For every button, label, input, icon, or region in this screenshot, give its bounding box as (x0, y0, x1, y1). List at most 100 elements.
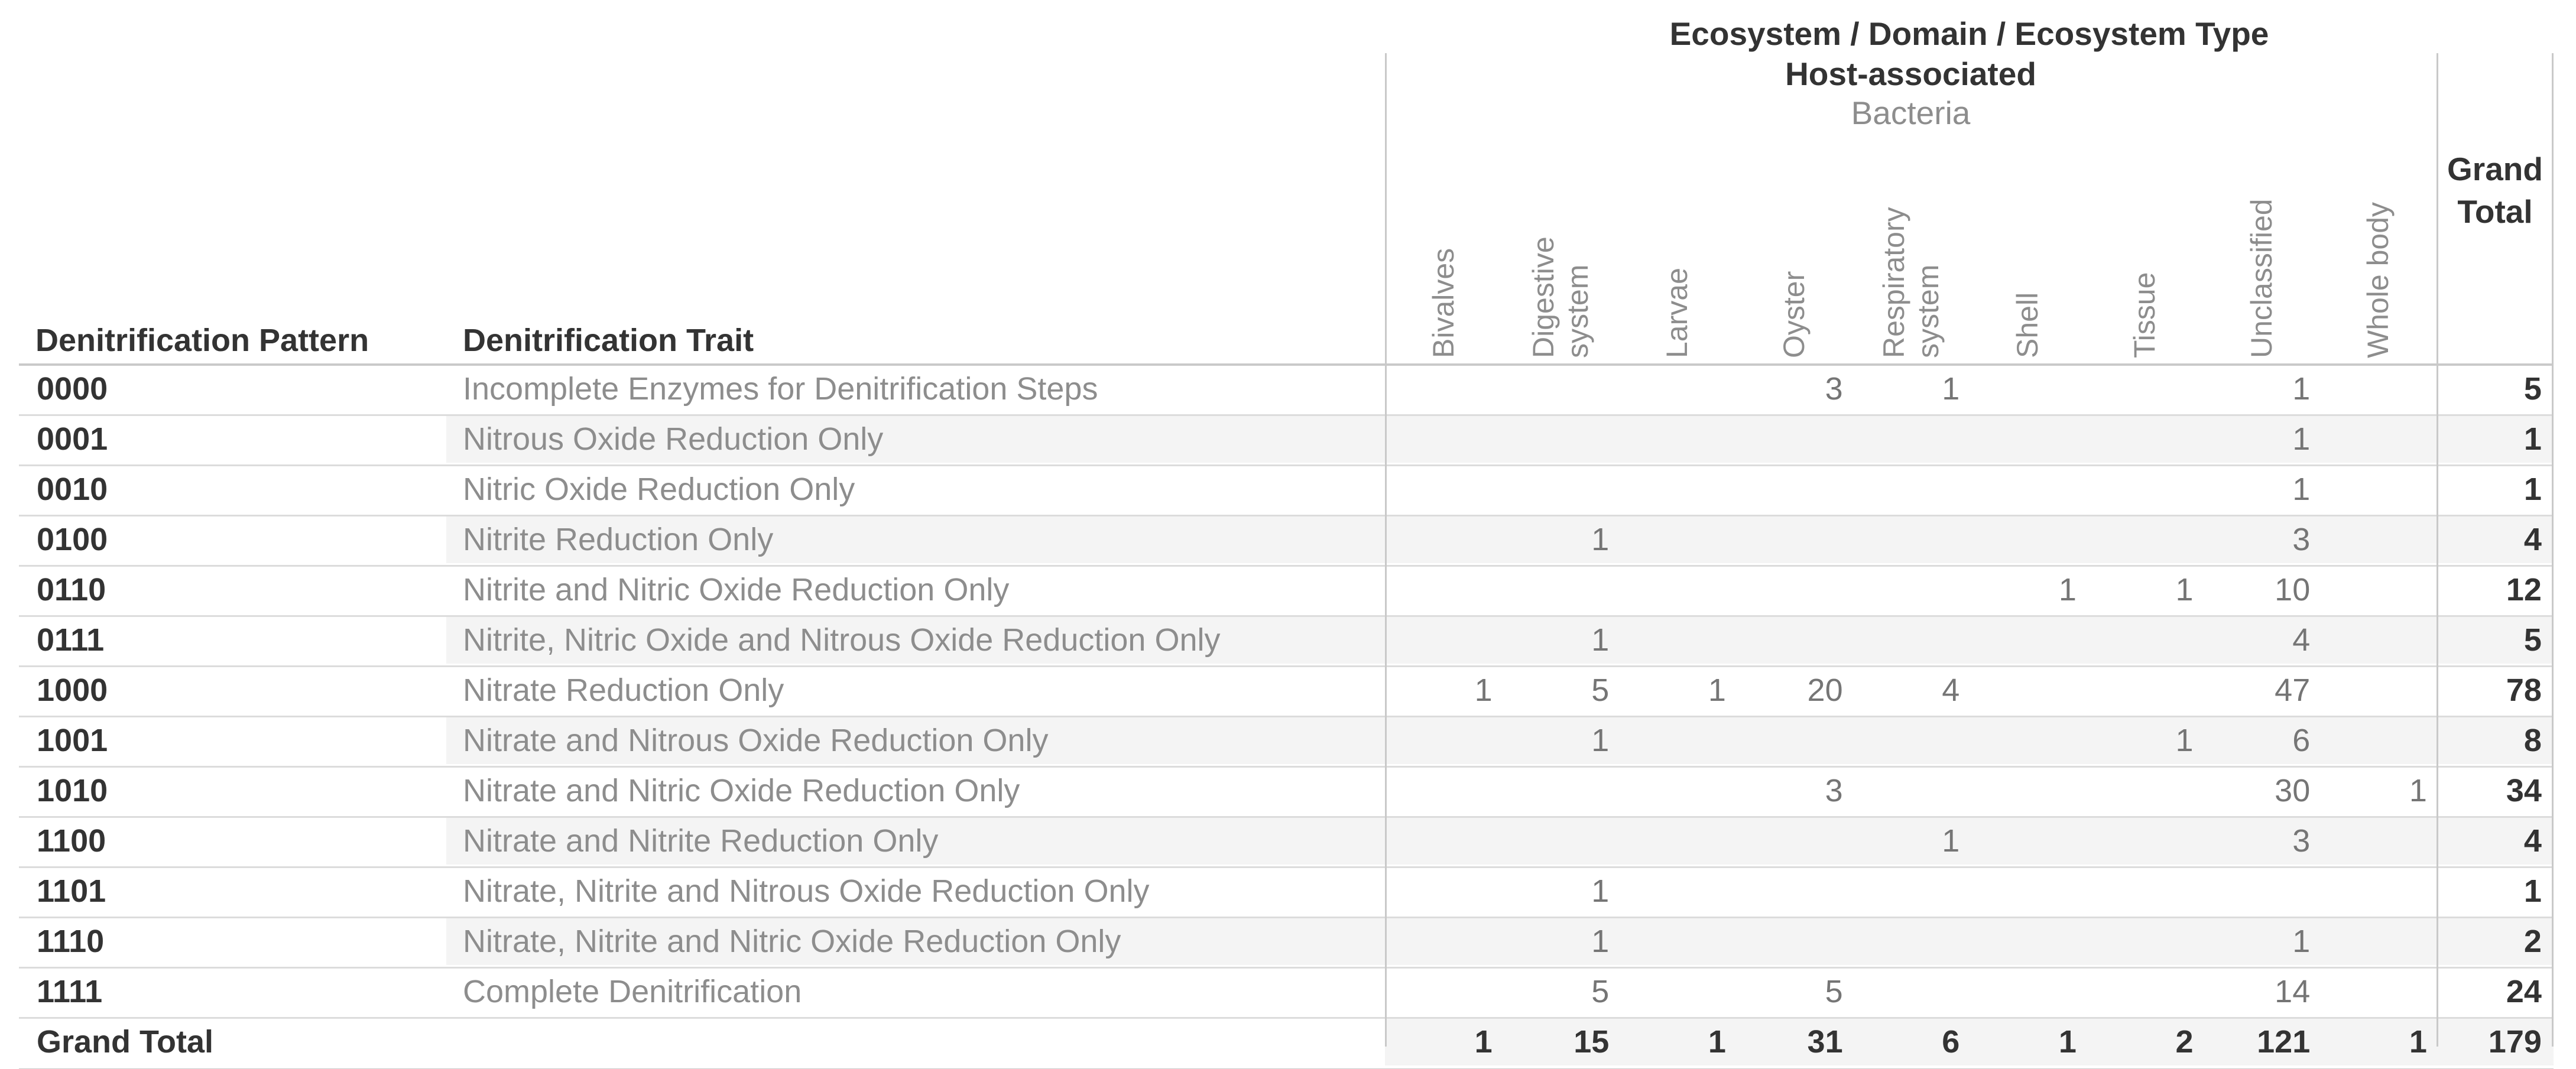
row-total-cell[interactable]: 12 (2506, 572, 2542, 607)
row-total-cell[interactable]: 5 (2523, 371, 2542, 407)
data-cell[interactable]: 14 (2275, 974, 2311, 1009)
data-cell[interactable] (2319, 617, 2437, 664)
data-cell[interactable] (2085, 918, 2203, 965)
data-cell[interactable] (2086, 868, 2203, 915)
data-cell[interactable] (1618, 516, 1735, 563)
trait-cell[interactable]: Nitrite Reduction Only (446, 516, 1385, 563)
data-cell[interactable]: 1 (2175, 572, 2194, 607)
data-cell[interactable] (1852, 416, 1970, 463)
data-cell[interactable]: 1 (1942, 371, 1960, 407)
data-cell[interactable] (2085, 416, 2203, 463)
data-cell[interactable] (1852, 969, 1970, 1015)
data-cell[interactable] (1969, 466, 2086, 513)
data-cell[interactable] (1735, 416, 1852, 463)
row-total-cell[interactable]: 8 (2436, 717, 2554, 764)
data-cell[interactable] (2319, 818, 2437, 865)
row-total-cell[interactable]: 1 (2436, 416, 2554, 463)
data-cell[interactable]: 4 (2202, 617, 2320, 664)
data-cell[interactable]: 4 (1942, 672, 1960, 708)
pattern-cell[interactable]: 1001 (37, 723, 108, 758)
pattern-cell[interactable]: 1100 (37, 823, 106, 859)
data-cell[interactable] (1852, 868, 1970, 915)
pattern-cell[interactable]: 1111 (37, 974, 103, 1009)
data-cell[interactable]: 1 (1501, 717, 1619, 764)
data-cell[interactable] (1852, 717, 1970, 764)
row-total-cell[interactable]: 34 (2506, 773, 2542, 808)
pattern-cell[interactable]: 1110 (37, 924, 105, 959)
trait-cell[interactable]: Complete Denitrification (463, 974, 802, 1009)
data-cell[interactable] (1618, 868, 1735, 915)
data-cell[interactable]: 5 (1825, 974, 1843, 1009)
data-cell[interactable] (1735, 818, 1852, 865)
column-header-tissue[interactable]: Tissue (2127, 272, 2161, 358)
data-cell[interactable]: 1 (2058, 572, 2077, 607)
column-header-bivalves[interactable]: Bivalves (1426, 248, 1460, 358)
data-cell[interactable] (1618, 416, 1735, 463)
pattern-cell[interactable]: 0010 (37, 472, 108, 507)
data-cell[interactable] (1852, 918, 1970, 965)
data-cell[interactable] (1618, 969, 1735, 1015)
data-cell[interactable] (2319, 969, 2437, 1015)
data-cell[interactable] (1735, 516, 1852, 563)
data-cell[interactable] (1502, 768, 1619, 814)
column-header-larvae[interactable]: Larvae (1660, 268, 1694, 358)
data-cell[interactable]: 2 (2085, 1019, 2203, 1065)
trait-cell[interactable]: Nitrate and Nitrous Oxide Reduction Only (446, 717, 1385, 764)
data-cell[interactable] (1969, 617, 2086, 664)
data-cell[interactable] (1969, 516, 2086, 563)
pattern-cell[interactable]: 1010 (37, 773, 108, 808)
data-cell[interactable] (1969, 918, 2086, 965)
column-header-respiratory-system[interactable]: Respiratory system (1877, 207, 1945, 358)
data-cell[interactable] (2085, 818, 2203, 865)
row-header-denitrification-pattern[interactable]: Denitrification Pattern (35, 323, 369, 358)
data-cell[interactable]: 1 (1501, 918, 1619, 965)
data-cell[interactable] (2319, 466, 2437, 513)
data-cell[interactable] (1385, 768, 1502, 814)
trait-cell[interactable]: Nitrous Oxide Reduction Only (446, 416, 1385, 463)
data-cell[interactable] (2319, 416, 2437, 463)
data-cell[interactable] (1969, 717, 2086, 764)
data-cell[interactable] (1735, 868, 1852, 915)
data-cell[interactable] (1969, 366, 2086, 412)
data-cell[interactable] (1618, 717, 1735, 764)
data-cell[interactable]: 47 (2275, 672, 2311, 708)
data-cell[interactable]: 1 (1591, 873, 1610, 909)
data-cell[interactable]: 1 (2292, 472, 2311, 507)
data-cell[interactable]: 6 (2202, 717, 2320, 764)
data-cell[interactable]: 1 (2202, 918, 2320, 965)
data-cell[interactable]: 20 (1807, 672, 1843, 708)
data-cell[interactable] (1385, 969, 1502, 1015)
data-cell[interactable] (2086, 667, 2203, 714)
trait-cell[interactable]: Nitric Oxide Reduction Only (463, 472, 855, 507)
data-cell[interactable]: 3 (2202, 516, 2320, 563)
data-cell[interactable]: 3 (1825, 371, 1843, 407)
data-cell[interactable] (1969, 667, 2086, 714)
data-cell[interactable]: 3 (2202, 818, 2320, 865)
data-cell[interactable]: 1 (2202, 416, 2320, 463)
data-cell[interactable]: 1 (1501, 516, 1619, 563)
pattern-cell[interactable]: 0110 (37, 572, 106, 607)
data-cell[interactable]: 1 (2319, 1019, 2437, 1065)
row-total-cell[interactable]: 5 (2436, 617, 2554, 664)
data-cell[interactable] (1385, 567, 1502, 613)
pattern-cell[interactable]: 0111 (37, 622, 105, 658)
column-header-whole-body[interactable]: Whole body (2361, 202, 2395, 358)
data-cell[interactable]: 1 (1852, 818, 1970, 865)
data-cell[interactable] (1969, 818, 2086, 865)
data-cell[interactable] (2319, 567, 2437, 613)
domain-header[interactable]: Bacteria (1851, 95, 1971, 131)
column-header-digestive-system[interactable]: Digestive system (1526, 236, 1594, 358)
data-cell[interactable]: 121 (2202, 1019, 2320, 1065)
row-header-denitrification-trait[interactable]: Denitrification Trait (463, 323, 754, 358)
data-cell[interactable] (1385, 366, 1502, 412)
data-cell[interactable] (1618, 918, 1735, 965)
data-cell[interactable]: 5 (1591, 672, 1610, 708)
data-cell[interactable]: 1 (1385, 1019, 1502, 1065)
data-cell[interactable] (1618, 617, 1735, 664)
data-cell[interactable]: 1 (1618, 1019, 1735, 1065)
data-cell[interactable] (1618, 567, 1735, 613)
data-cell[interactable]: 6 (1852, 1019, 1970, 1065)
data-cell[interactable] (1969, 416, 2086, 463)
trait-cell[interactable]: Incomplete Enzymes for Denitrification S… (463, 371, 1098, 407)
data-cell[interactable]: 1 (2292, 371, 2311, 407)
